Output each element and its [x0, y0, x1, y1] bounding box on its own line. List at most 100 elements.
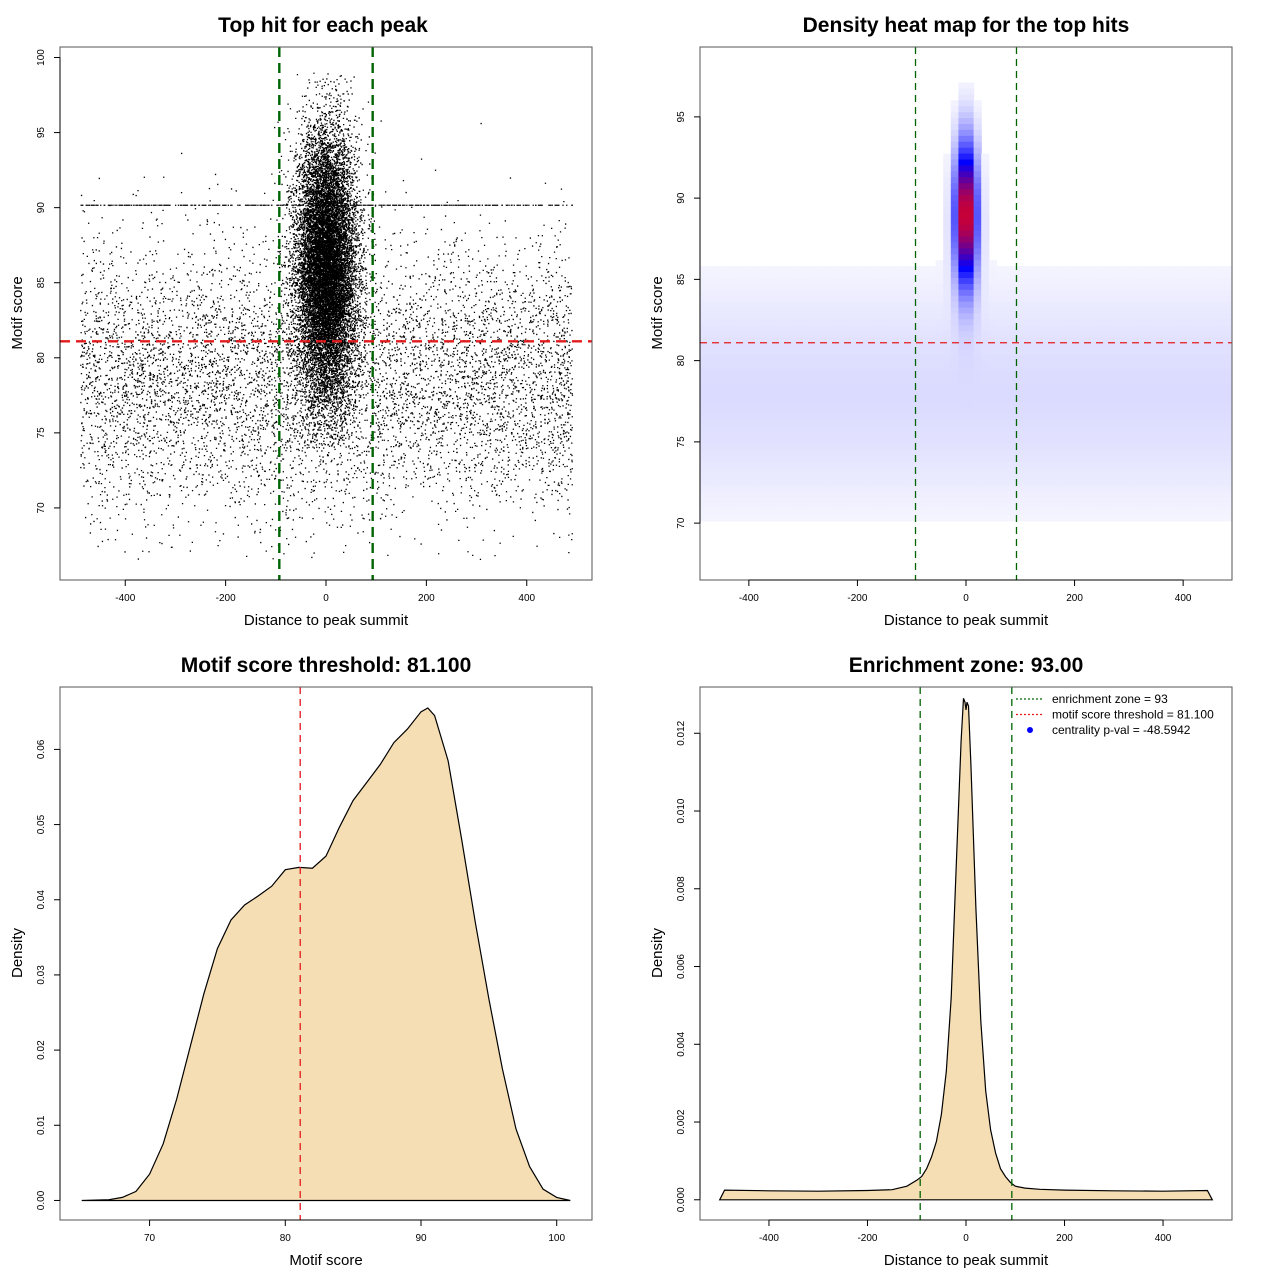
heatmap-cell: [791, 272, 800, 279]
heatmap-cell: [1034, 402, 1043, 409]
heatmap-cell: [1049, 479, 1058, 486]
heatmap-cell: [1178, 479, 1187, 486]
heatmap-cell: [1216, 360, 1225, 368]
heatmap-cell: [844, 390, 853, 398]
heatmap-cell: [943, 171, 952, 178]
heatmap-cell: [1171, 301, 1180, 309]
heatmap-cell: [1064, 283, 1073, 291]
heatmap-cell: [1011, 479, 1020, 486]
heatmap-cell: [1224, 449, 1232, 457]
heatmap-cell: [776, 431, 785, 439]
heatmap-cell: [973, 266, 982, 273]
heatmap-cell: [821, 461, 830, 469]
heatmap-cell: [1049, 437, 1058, 445]
heatmap-cell: [1201, 313, 1210, 321]
heatmap-cell: [707, 343, 716, 350]
heatmap-cell: [1095, 508, 1104, 516]
heatmap-cell: [920, 420, 929, 427]
heatmap-cell: [1178, 343, 1187, 350]
heatmap-cell: [700, 497, 709, 504]
heatmap-cell: [753, 414, 762, 421]
heatmap-cell: [1178, 508, 1187, 516]
heatmap-cell: [1057, 461, 1066, 469]
heatmap-cell: [791, 443, 800, 451]
heatmap-cell: [890, 354, 899, 362]
heatmap-cell: [722, 461, 731, 469]
heatmap-cell: [1194, 366, 1203, 374]
x-axis: -400 -200 0 200 400: [739, 579, 1192, 604]
heatmap-cell: [745, 497, 754, 504]
heatmap-cell: [700, 277, 709, 285]
heatmap-cell: [1171, 437, 1180, 445]
x-tick-label: 400: [1175, 593, 1192, 604]
heatmap-cell: [730, 426, 739, 433]
heatmap-cell: [882, 295, 891, 303]
heatmap-cell: [829, 378, 838, 386]
heatmap-cell: [738, 272, 747, 279]
heatmap-cell: [1201, 354, 1210, 362]
heatmap-cell: [1026, 301, 1035, 309]
heatmap-cell: [1163, 426, 1172, 433]
heatmap-cell: [1026, 437, 1035, 445]
heatmap-cell: [745, 414, 754, 421]
heatmap-cell: [950, 497, 959, 504]
heatmap-cell: [1209, 467, 1218, 474]
heatmap-cell: [1102, 319, 1111, 326]
heatmap-cell: [844, 343, 853, 350]
heatmap-cell: [905, 289, 914, 297]
heatmap-cell: [867, 378, 876, 386]
heatmap-cell: [738, 337, 747, 344]
heatmap-cell: [874, 443, 883, 451]
heatmap-cell: [1080, 331, 1089, 338]
heatmap-cell: [966, 508, 975, 516]
heatmap-cell: [1102, 283, 1111, 291]
heatmap-cell: [981, 295, 990, 303]
heatmap-cell: [988, 473, 997, 480]
heatmap-cell: [1125, 402, 1134, 409]
heatmap-cell: [1186, 414, 1195, 421]
heatmap-cell: [950, 118, 959, 125]
heatmap-cell: [996, 473, 1005, 480]
heatmap-cell: [1194, 360, 1203, 368]
heatmap-cell: [1125, 497, 1134, 504]
heatmap-cell: [950, 283, 959, 291]
heatmap-cell: [1118, 420, 1127, 427]
heatmap-cell: [1186, 349, 1195, 356]
heatmap-cell: [791, 491, 800, 498]
heatmap-cell: [1072, 396, 1081, 403]
heatmap-cell: [890, 372, 899, 380]
heatmap-cell: [715, 354, 724, 362]
heatmap-cell: [935, 443, 944, 451]
heatmap-cell: [814, 295, 823, 303]
heatmap-cell: [821, 402, 830, 409]
heatmap-cell: [852, 295, 861, 303]
heatmap-cell: [806, 503, 815, 510]
heatmap-cell: [814, 307, 823, 315]
heatmap-cell: [1209, 396, 1218, 403]
heatmap-cell: [859, 272, 868, 279]
heatmap-cell: [1080, 307, 1089, 315]
heatmap-cell: [1049, 491, 1058, 498]
heatmap-cell: [897, 283, 906, 291]
heatmap-cell: [1140, 266, 1149, 273]
heatmap-cell: [897, 313, 906, 321]
heatmap-cell: [867, 319, 876, 326]
heatmap-cell: [874, 313, 883, 321]
heatmap-cell: [1140, 426, 1149, 433]
heatmap-cell: [973, 467, 982, 474]
heatmap-cell: [928, 467, 937, 474]
heatmap-cell: [988, 414, 997, 421]
heatmap-cell: [1102, 354, 1111, 362]
x-axis-label: Distance to peak summit: [884, 1252, 1049, 1269]
heatmap-cell: [829, 313, 838, 321]
heatmap-cell: [1080, 319, 1089, 326]
heatmap-cell: [806, 443, 815, 451]
heatmap-cell: [1072, 266, 1081, 273]
heatmap-cell: [1163, 307, 1172, 315]
heatmap-cell: [973, 230, 982, 238]
heatmap-cell: [768, 479, 777, 486]
heatmap-cell: [1156, 384, 1165, 392]
heatmap-cell: [783, 289, 792, 297]
heatmap-cell: [760, 277, 769, 285]
heatmap-cell: [935, 295, 944, 303]
